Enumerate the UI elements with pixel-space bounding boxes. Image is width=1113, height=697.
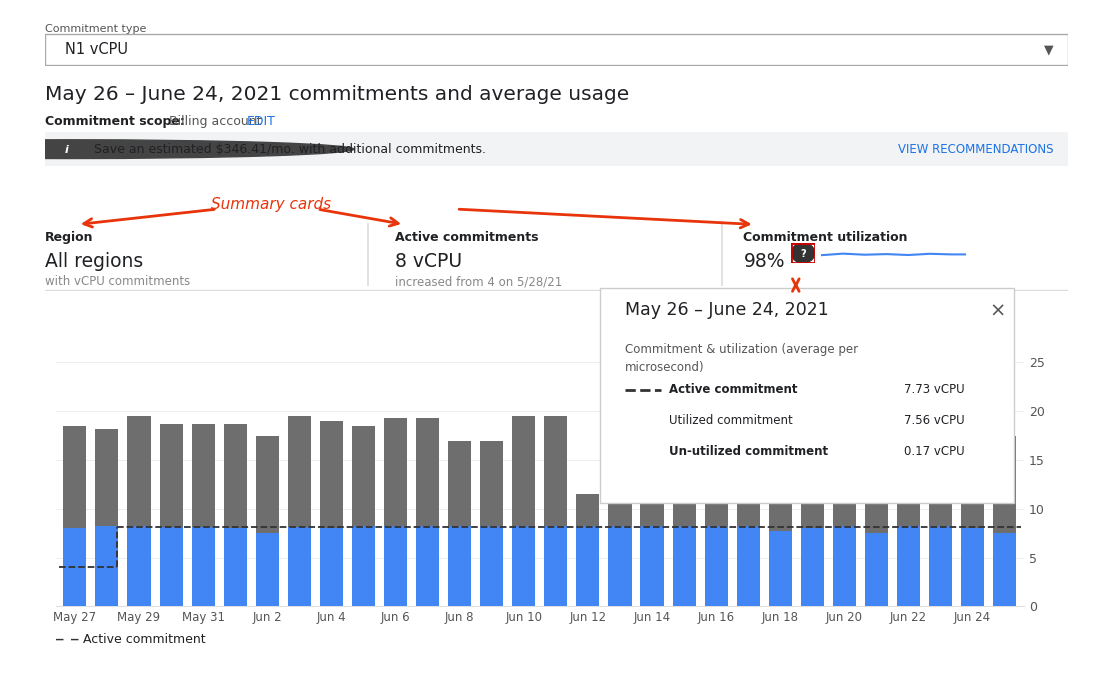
Bar <box>416 526 440 606</box>
Bar <box>352 426 375 606</box>
Text: with vCPU commitments: with vCPU commitments <box>45 275 190 289</box>
Bar <box>384 526 407 606</box>
Bar <box>897 526 920 606</box>
Bar <box>128 526 150 606</box>
Text: EDIT: EDIT <box>247 115 276 128</box>
Bar <box>480 441 503 606</box>
Bar <box>159 528 183 606</box>
Bar <box>449 526 471 606</box>
Text: 98%: 98% <box>743 252 785 271</box>
Bar <box>929 494 952 606</box>
Bar <box>577 526 600 606</box>
Text: Commitment scope:: Commitment scope: <box>45 115 185 128</box>
Text: increased from 4 on 5/28/21: increased from 4 on 5/28/21 <box>395 275 562 289</box>
Text: Active commitments: Active commitments <box>395 231 539 245</box>
Bar <box>319 421 343 606</box>
Bar <box>705 526 728 606</box>
Text: 7.73 vCPU: 7.73 vCPU <box>904 383 965 396</box>
Bar <box>769 531 791 606</box>
Bar <box>993 533 1016 606</box>
Text: Utilized commitment: Utilized commitment <box>670 414 794 427</box>
Bar <box>449 441 471 606</box>
Bar <box>769 494 791 606</box>
Bar <box>224 528 247 606</box>
Bar <box>865 533 888 606</box>
Bar <box>288 528 311 606</box>
Text: ▼: ▼ <box>1044 43 1053 56</box>
Text: 8 vCPU: 8 vCPU <box>395 252 462 271</box>
Bar <box>897 494 920 606</box>
Text: i: i <box>65 145 69 155</box>
Bar <box>544 416 568 606</box>
FancyBboxPatch shape <box>600 288 1014 503</box>
Text: VIEW RECOMMENDATIONS: VIEW RECOMMENDATIONS <box>897 143 1053 155</box>
Bar <box>833 426 856 606</box>
Bar <box>544 526 568 606</box>
Bar <box>63 426 87 606</box>
Text: Commitment utilization: Commitment utilization <box>743 231 908 245</box>
FancyBboxPatch shape <box>45 132 1068 166</box>
Bar <box>993 436 1016 606</box>
Bar <box>577 494 600 606</box>
Text: Un-utilized commitment: Un-utilized commitment <box>670 445 828 458</box>
Text: ×: × <box>989 301 1005 320</box>
Bar <box>737 494 760 606</box>
Bar <box>128 416 150 606</box>
Bar <box>256 436 279 606</box>
Bar <box>512 526 535 606</box>
Bar <box>159 424 183 606</box>
Circle shape <box>0 140 354 158</box>
Bar <box>962 421 984 606</box>
Bar <box>705 494 728 606</box>
Bar <box>96 526 118 606</box>
Circle shape <box>791 243 815 263</box>
Text: May 26 – June 24, 2021: May 26 – June 24, 2021 <box>626 301 829 319</box>
Text: Billing account: Billing account <box>169 115 262 128</box>
Bar <box>319 528 343 606</box>
Bar <box>737 526 760 606</box>
Text: Summary cards: Summary cards <box>211 197 332 212</box>
Text: Commitment & utilization (average per
microsecond): Commitment & utilization (average per mi… <box>626 343 858 374</box>
Text: ?: ? <box>800 249 806 259</box>
Text: Active commitment: Active commitment <box>83 633 206 645</box>
Bar <box>352 526 375 606</box>
Bar <box>224 424 247 606</box>
Text: 0.17 vCPU: 0.17 vCPU <box>904 445 965 458</box>
Bar <box>672 494 696 606</box>
Bar <box>288 416 311 606</box>
Bar <box>865 436 888 606</box>
Bar <box>640 494 663 606</box>
Bar <box>609 526 631 606</box>
Text: All regions: All regions <box>45 252 142 271</box>
Text: Active commitment: Active commitment <box>670 383 798 396</box>
Bar <box>416 418 440 606</box>
FancyBboxPatch shape <box>45 34 1068 65</box>
Bar <box>191 528 215 606</box>
Bar <box>96 429 118 606</box>
Bar <box>672 526 696 606</box>
Bar <box>800 528 824 606</box>
Bar <box>480 526 503 606</box>
Bar <box>63 528 87 606</box>
Bar <box>833 526 856 606</box>
Bar <box>256 533 279 606</box>
Text: May 26 – June 24, 2021 commitments and average usage: May 26 – June 24, 2021 commitments and a… <box>45 85 629 104</box>
Bar <box>800 494 824 606</box>
Text: N1 vCPU: N1 vCPU <box>65 42 128 57</box>
Text: – –: – – <box>56 633 78 645</box>
Bar <box>512 416 535 606</box>
Bar <box>640 526 663 606</box>
Bar <box>609 494 631 606</box>
Text: Region: Region <box>45 231 93 245</box>
Bar <box>191 424 215 606</box>
Text: Save an estimated $346.41/mo. with additional commitments.: Save an estimated $346.41/mo. with addit… <box>93 143 485 155</box>
Text: 7.56 vCPU: 7.56 vCPU <box>904 414 965 427</box>
Bar <box>929 526 952 606</box>
Text: Commitment type: Commitment type <box>45 24 146 33</box>
Bar <box>962 528 984 606</box>
Bar <box>384 418 407 606</box>
